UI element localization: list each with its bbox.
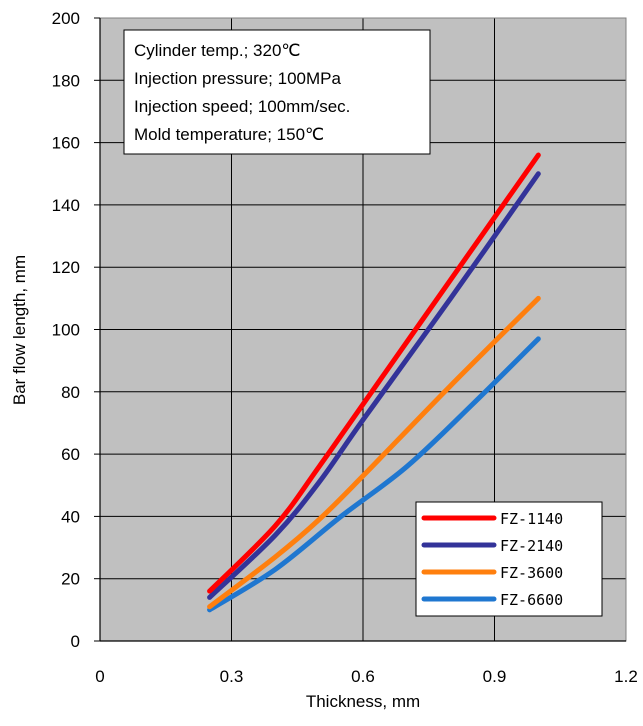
y-tick-label: 200 bbox=[52, 9, 80, 28]
annotation-line-3: Injection speed; 100mm/sec. bbox=[134, 97, 350, 116]
y-tick-label: 160 bbox=[52, 134, 80, 153]
annotation-line-1: Cylinder temp.; 320℃ bbox=[134, 41, 301, 60]
y-tick-label: 180 bbox=[52, 71, 80, 90]
y-tick-label: 60 bbox=[61, 445, 80, 464]
legend: FZ-1140 FZ-2140 FZ-3600 FZ-6600 bbox=[415, 501, 603, 617]
annotation-box: Cylinder temp.; 320℃ Injection pressure;… bbox=[123, 29, 431, 155]
series-lines bbox=[207, 152, 541, 613]
annotation-line-4: Mold temperature; 150℃ bbox=[134, 125, 324, 144]
x-tick-label: 0.3 bbox=[220, 667, 244, 686]
y-tick-label: 140 bbox=[52, 196, 80, 215]
series-line-fz-6600 bbox=[207, 336, 541, 613]
x-tick-labels: 0 0.3 0.6 0.9 1.2 bbox=[95, 667, 638, 686]
y-tick-label: 80 bbox=[61, 383, 80, 402]
x-axis-title: Thickness, mm bbox=[306, 692, 420, 711]
series-line-fz-1140 bbox=[207, 152, 541, 594]
annotation-line-2: Injection pressure; 100MPa bbox=[134, 69, 341, 88]
x-tick-label: 0 bbox=[95, 667, 104, 686]
x-tick-label: 0.6 bbox=[351, 667, 375, 686]
legend-label-fz-2140: FZ-2140 bbox=[500, 537, 563, 555]
y-tick-label: 20 bbox=[61, 570, 80, 589]
x-tick-label: 1.2 bbox=[614, 667, 638, 686]
series-line-fz-2140 bbox=[207, 171, 541, 600]
x-tick-label: 0.9 bbox=[483, 667, 507, 686]
legend-label-fz-1140: FZ-1140 bbox=[500, 510, 563, 528]
y-tick-label: 100 bbox=[52, 321, 80, 340]
y-tick-label: 0 bbox=[71, 632, 80, 651]
y-axis-title: Bar flow length, mm bbox=[10, 255, 29, 405]
series-line-fz-3600 bbox=[207, 295, 541, 610]
legend-label-fz-3600: FZ-3600 bbox=[500, 564, 563, 582]
y-tick-label: 120 bbox=[52, 258, 80, 277]
legend-label-fz-6600: FZ-6600 bbox=[500, 591, 563, 609]
y-tick-label: 40 bbox=[61, 507, 80, 526]
y-tick-labels: 0 20 40 60 80 100 120 140 160 180 200 bbox=[52, 9, 100, 651]
